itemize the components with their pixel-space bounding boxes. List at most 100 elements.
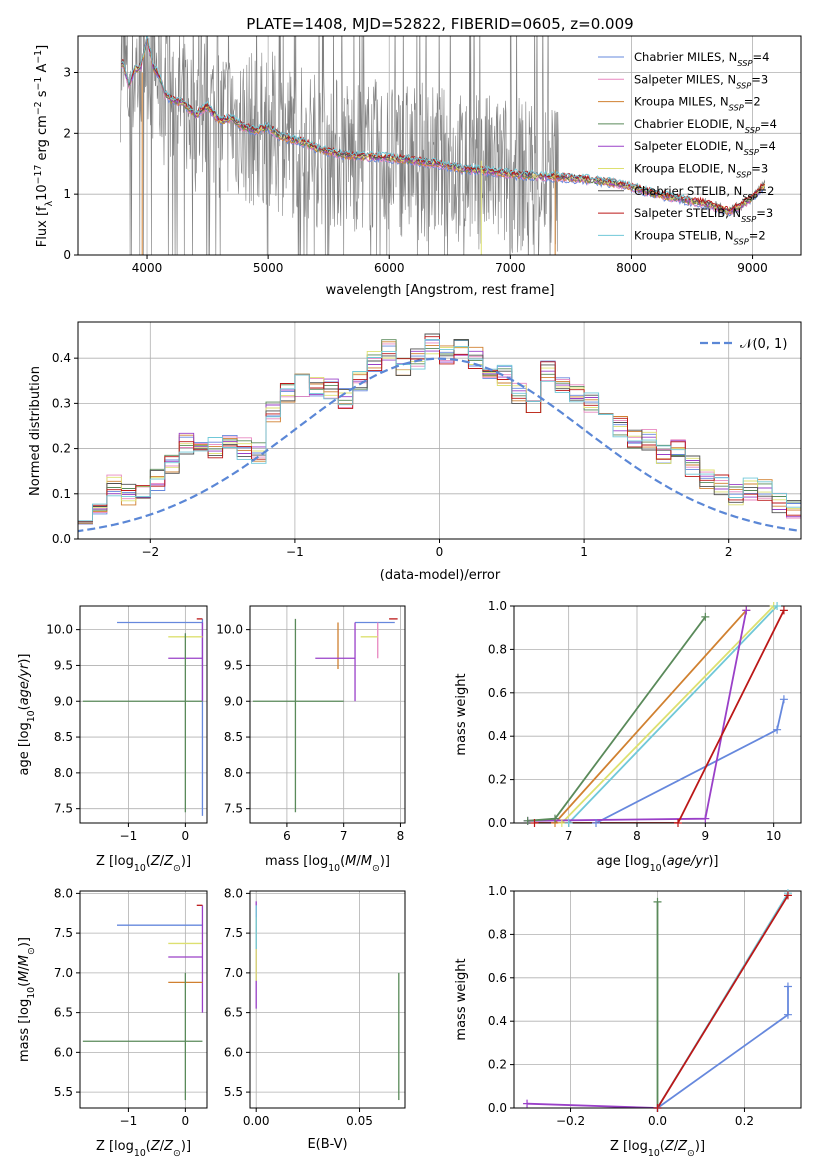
y-tick-label: 5.5 <box>224 1085 243 1099</box>
y-tick-label: 7.5 <box>54 926 73 940</box>
x-tick-label: 0.2 <box>735 1114 754 1128</box>
legend-entry: Chabrier ELODIE, NSSP=4 <box>634 117 777 135</box>
x-tick-label: 0.00 <box>243 1114 270 1128</box>
histogram-step <box>78 342 801 525</box>
y-tick-label: 2 <box>63 126 71 140</box>
plot-area <box>527 606 785 823</box>
plot-area <box>82 904 204 1101</box>
legend-entry: Salpeter ELODIE, NSSP=4 <box>634 139 776 157</box>
x-tick-label: 4000 <box>132 261 163 275</box>
histogram-step <box>78 338 801 531</box>
plot-area <box>120 36 766 255</box>
x-tick-label: −1 <box>120 1114 138 1128</box>
panel-mass_vs_ebv: 0.00 0.05 5.5 6.0 6.5 7.0 7.5 8.0 E(B-V) <box>224 886 406 1152</box>
weight-marker <box>701 814 710 823</box>
y-tick-label: 0.4 <box>488 1014 507 1028</box>
y-tick-label: 6.0 <box>54 1045 73 1059</box>
y-tick-label: 1 <box>63 187 71 201</box>
y-tick-label: 0.6 <box>488 686 507 700</box>
legend-entry: Salpeter MILES, NSSP=3 <box>634 72 768 90</box>
y-tick-label: 0.4 <box>52 351 71 365</box>
y-tick-label: 1.0 <box>488 599 507 613</box>
y-tick-label: 7.5 <box>54 802 73 816</box>
panel-spectrum: 4000 5000 6000 7000 8000 9000 0 1 2 3 wavelength [… <box>33 35 802 298</box>
x-axis-label: age [log10(age/yr)] <box>596 854 718 874</box>
y-tick-label: 9.0 <box>224 694 243 708</box>
weight-marker <box>523 1099 532 1108</box>
x-tick-label: −0.2 <box>556 1114 585 1128</box>
x-axis-label: Z [log10(Z/Z⊙)] <box>96 854 191 874</box>
x-tick-label: 0.0 <box>648 1114 667 1128</box>
plot-area <box>526 892 789 1108</box>
y-tick-label: 7.5 <box>224 926 243 940</box>
y-axis-label: mass [log10(M/M⊙)] <box>17 937 37 1062</box>
model-spectrum-line <box>121 36 765 212</box>
panel-age_vs_mass: 6 7 8 7.5 8.0 8.5 9.0 9.5 10.0 mass [log10(M/M⊙)] <box>216 605 406 874</box>
x-axis-label: Z [log10(Z/Z⊙)] <box>610 1139 705 1159</box>
weight-marker <box>551 814 559 823</box>
x-axis-label: mass [log10(M/M⊙)] <box>265 854 390 874</box>
y-tick-label: 0.2 <box>488 773 507 787</box>
weight-line <box>595 699 785 823</box>
axes-frame <box>79 605 208 824</box>
x-axis-label: E(B-V) <box>307 1137 347 1152</box>
weight-line <box>561 606 775 823</box>
x-tick-label: 9 <box>702 829 710 843</box>
histogram-step <box>78 350 801 537</box>
y-tick-label: 5.5 <box>54 1085 73 1099</box>
x-tick-label: 8 <box>397 829 405 843</box>
y-tick-label: 0.4 <box>488 729 507 743</box>
y-tick-label: 0.8 <box>488 642 507 656</box>
y-tick-label: 7.0 <box>54 966 73 980</box>
y-tick-label: 9.0 <box>54 694 73 708</box>
x-axis-label: Z [log10(Z/Z⊙)] <box>96 1139 191 1159</box>
y-tick-label: 10.0 <box>216 623 243 637</box>
plot-area <box>82 618 204 816</box>
y-tick-label: 8.0 <box>54 766 73 780</box>
y-tick-label: 0.0 <box>488 816 507 830</box>
y-tick-label: 8.0 <box>224 886 243 900</box>
y-axis-label: age [log10(age/yr)] <box>17 653 37 775</box>
weight-marker <box>783 1010 792 1019</box>
weight-line <box>534 609 785 823</box>
weight-marker <box>557 819 566 827</box>
y-axis-label: mass weight <box>454 673 469 755</box>
x-tick-label: 0 <box>436 545 444 559</box>
y-axis-label: Flux [fλ10−17 erg cm−2 s−1 A−1] <box>33 45 55 247</box>
y-tick-label: 8.5 <box>54 730 73 744</box>
weight-marker <box>592 819 600 827</box>
histogram-step <box>78 333 801 523</box>
y-tick-label: 8.5 <box>224 730 243 744</box>
y-tick-label: 9.5 <box>224 658 243 672</box>
x-tick-label: −2 <box>141 545 159 559</box>
weight-marker <box>779 606 788 615</box>
x-tick-label: −1 <box>286 545 304 559</box>
histogram-step <box>78 341 801 529</box>
y-axis-label: mass weight <box>454 958 469 1040</box>
y-tick-label: 0.1 <box>52 487 71 501</box>
x-tick-label: 0 <box>182 829 190 843</box>
y-tick-label: 9.5 <box>54 658 73 672</box>
x-axis-label: (data-model)/error <box>380 568 501 583</box>
y-tick-label: 8.0 <box>54 886 73 900</box>
y-tick-label: 0.0 <box>488 1101 507 1115</box>
weight-marker <box>783 982 792 991</box>
y-tick-label: 0.2 <box>52 442 71 456</box>
y-axis-label: Normed distribution <box>28 366 43 496</box>
weight-marker <box>530 819 539 827</box>
weight-marker <box>779 695 788 704</box>
x-tick-label: 2 <box>725 545 733 559</box>
model-spectrum-line <box>121 36 693 201</box>
model-spectrum-line <box>121 39 765 216</box>
legend-entry: Salpeter STELIB, NSSP=3 <box>634 206 773 224</box>
plot-area <box>255 901 400 1101</box>
y-tick-label: 7.0 <box>224 966 243 980</box>
axes-frame <box>77 35 802 256</box>
weight-line <box>656 986 789 1108</box>
weight-line <box>656 894 789 1108</box>
y-tick-label: 6.5 <box>54 1006 73 1020</box>
axes-frame <box>79 890 208 1109</box>
x-tick-label: 6 <box>283 829 291 843</box>
